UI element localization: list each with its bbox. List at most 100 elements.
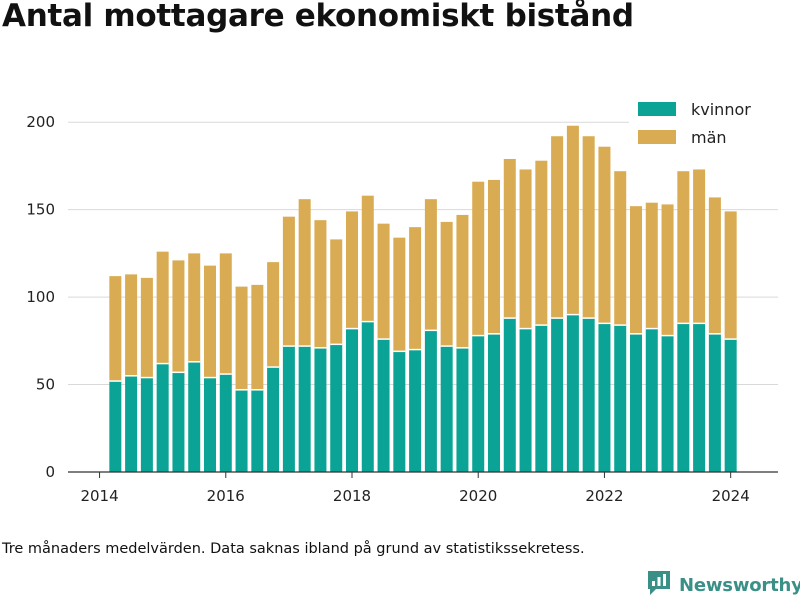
- bar-man: [172, 260, 185, 373]
- bar-kvinnor: [630, 333, 642, 472]
- bar-kvinnor: [503, 318, 516, 472]
- y-tick-label: 50: [36, 376, 55, 394]
- bar-man: [330, 239, 343, 345]
- bar-man: [377, 223, 390, 340]
- bar-man: [598, 146, 611, 324]
- bar-kvinnor: [519, 328, 532, 472]
- bar-man: [535, 160, 548, 326]
- bar-kvinnor: [235, 389, 248, 472]
- bar-kvinnor: [251, 389, 264, 472]
- bar-man: [708, 197, 721, 334]
- brand-name: Newsworthy: [679, 574, 800, 596]
- bar-kvinnor: [409, 349, 422, 472]
- bar-man: [409, 227, 422, 350]
- bar-man: [140, 277, 153, 378]
- bar-kvinnor: [614, 325, 627, 472]
- x-tick-label: 2014: [80, 487, 118, 505]
- bar-man: [440, 221, 453, 347]
- bar-man: [393, 237, 406, 352]
- bar-kvinnor: [361, 321, 374, 472]
- bar-kvinnor: [267, 367, 280, 472]
- bar-kvinnor: [551, 318, 564, 472]
- bar-man: [314, 220, 327, 348]
- newsworthy-logo-icon: [646, 569, 672, 601]
- legend-label: män: [691, 128, 727, 147]
- y-tick-label: 200: [26, 113, 55, 131]
- bar-man: [235, 286, 248, 390]
- bar-man: [488, 179, 500, 334]
- bar-man: [251, 284, 264, 390]
- bar-man: [582, 136, 595, 319]
- bar-man: [661, 204, 674, 336]
- bar-kvinnor: [582, 318, 595, 472]
- bar-man: [693, 169, 706, 324]
- bar-kvinnor: [298, 346, 311, 472]
- bar-man: [503, 158, 516, 319]
- bars: [109, 125, 737, 472]
- x-tick-label: 2016: [207, 487, 245, 505]
- bar-man: [219, 253, 232, 375]
- bar-kvinnor: [346, 328, 358, 472]
- bar-kvinnor: [535, 325, 548, 472]
- bar-kvinnor: [693, 323, 706, 472]
- bar-kvinnor: [330, 344, 343, 472]
- legend-label: kvinnor: [691, 100, 751, 119]
- bar-kvinnor: [219, 374, 232, 472]
- bar-kvinnor: [314, 347, 327, 472]
- x-tick-label: 2022: [585, 487, 623, 505]
- bar-man: [361, 195, 374, 322]
- legend-swatch: [638, 102, 676, 116]
- bar-man: [614, 171, 627, 326]
- bar-man: [551, 136, 564, 319]
- bar-man: [566, 125, 579, 315]
- axes: 0 50 100 150 200 2014 2016 2018 2020 2022 2024: [26, 113, 778, 505]
- bar-kvinnor: [456, 347, 469, 472]
- bar-kvinnor: [282, 346, 295, 472]
- bar-kvinnor: [724, 339, 737, 472]
- bar-man: [125, 274, 138, 376]
- x-tick-label: 2024: [712, 487, 750, 505]
- bar-kvinnor: [156, 363, 169, 472]
- legend-swatch: [638, 130, 676, 144]
- page-title: Antal mottagare ekonomiskt bistånd: [2, 0, 634, 34]
- y-tick-label: 150: [26, 201, 55, 219]
- grid-lines: [68, 121, 778, 386]
- bar-kvinnor: [393, 351, 406, 472]
- bar-kvinnor: [109, 381, 122, 472]
- bar-kvinnor: [172, 372, 185, 472]
- bar-kvinnor: [598, 323, 611, 472]
- bar-kvinnor: [488, 333, 500, 472]
- bar-man: [424, 199, 437, 331]
- bar-kvinnor: [140, 377, 153, 472]
- bar-man: [677, 171, 690, 324]
- bar-kvinnor: [377, 339, 390, 472]
- bar-man: [282, 216, 295, 347]
- bar-kvinnor: [645, 328, 658, 472]
- bar-man: [109, 276, 122, 382]
- bar-man: [298, 199, 311, 347]
- bar-man: [204, 265, 216, 378]
- bar-kvinnor: [708, 333, 721, 472]
- bar-man: [645, 202, 658, 329]
- x-tick-label: 2018: [333, 487, 371, 505]
- bar-kvinnor: [472, 335, 485, 472]
- legend: kvinnor män: [629, 98, 779, 152]
- bar-kvinnor: [566, 314, 579, 472]
- bar-kvinnor: [440, 346, 453, 472]
- bar-man: [519, 169, 532, 329]
- y-tick-label: 0: [45, 463, 55, 481]
- bar-kvinnor: [677, 323, 690, 472]
- bar-kvinnor: [188, 361, 201, 472]
- x-tick-label: 2020: [459, 487, 497, 505]
- bar-kvinnor: [661, 335, 674, 472]
- y-tick-label: 100: [26, 288, 55, 306]
- bar-man: [456, 214, 469, 348]
- bar-man: [346, 211, 358, 329]
- bar-man: [724, 211, 737, 340]
- bar-man: [472, 181, 485, 336]
- bar-man: [630, 206, 642, 334]
- footnote: Tre månaders medelvärden. Data saknas ib…: [2, 541, 585, 557]
- bar-kvinnor: [125, 375, 138, 472]
- brand: Newsworthy: [646, 570, 800, 600]
